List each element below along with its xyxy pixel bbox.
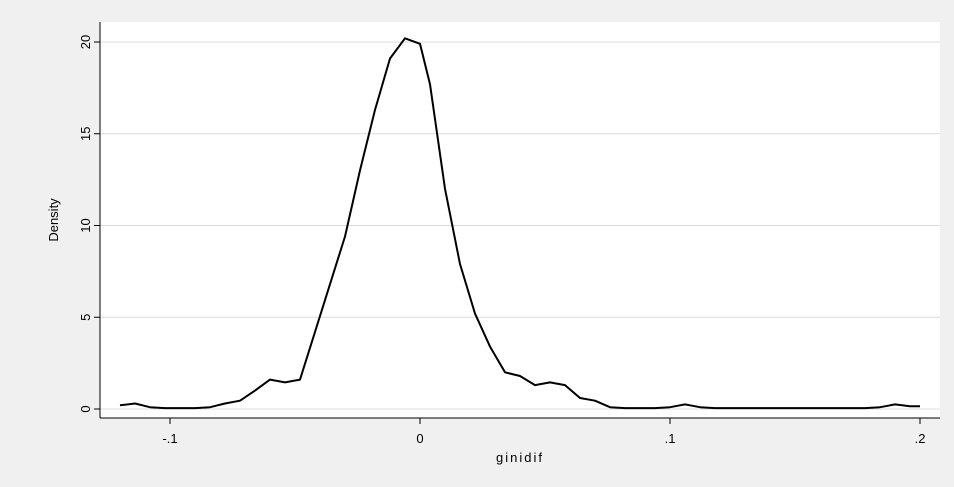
y-tick-label: 10 <box>78 218 93 232</box>
y-tick-label: 15 <box>78 127 93 141</box>
x-tick-label: 0 <box>416 431 423 446</box>
x-tick-label: -.1 <box>162 431 177 446</box>
y-tick-label: 0 <box>78 405 93 412</box>
plot-area <box>100 22 940 418</box>
y-tick-label: 5 <box>78 314 93 321</box>
x-axis-label: ginidif <box>496 450 544 465</box>
y-tick-label: 20 <box>78 35 93 49</box>
y-axis-label: Density <box>46 198 61 242</box>
x-tick-label: .2 <box>915 431 926 446</box>
x-tick-label: .1 <box>665 431 676 446</box>
